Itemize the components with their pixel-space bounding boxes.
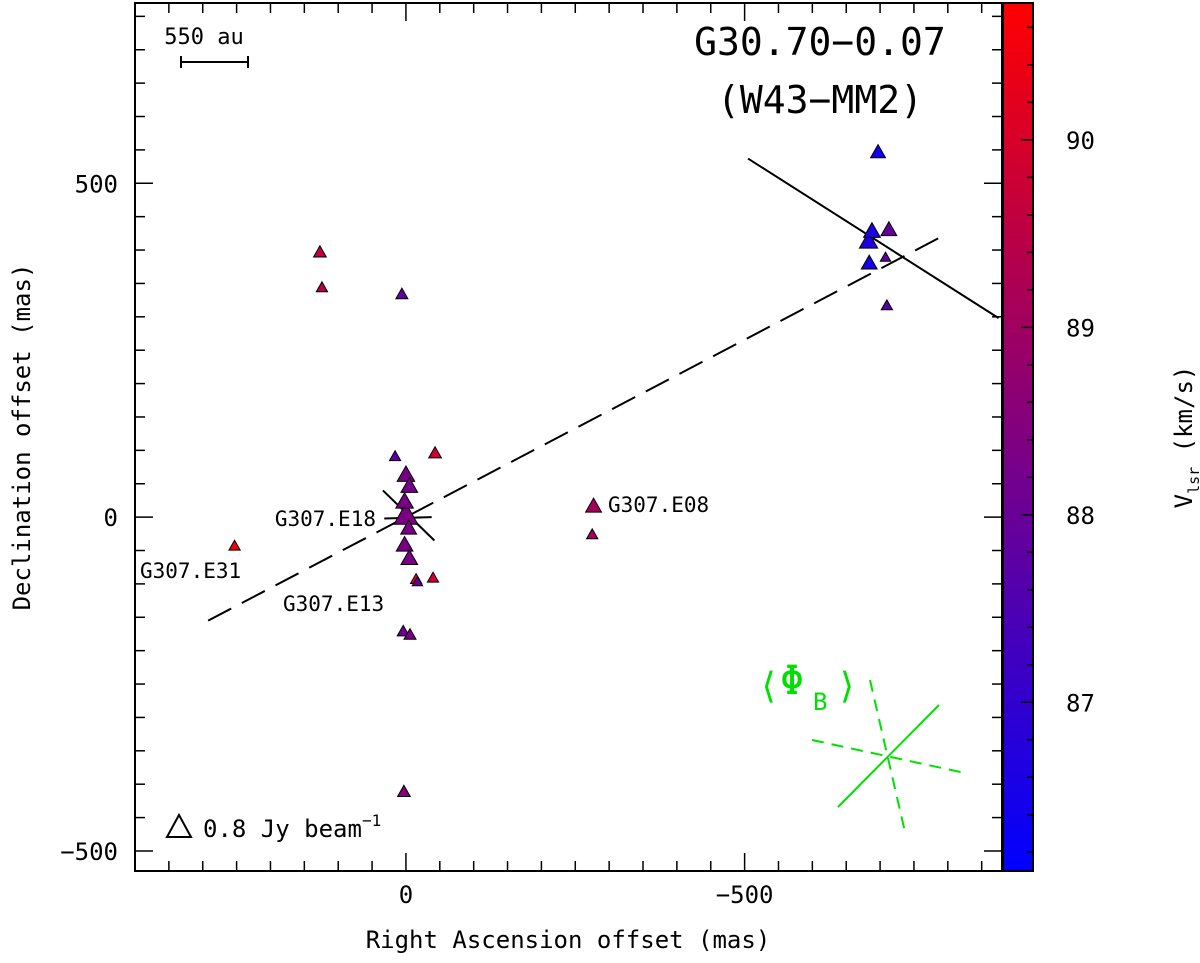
beam-sub-label: B [813, 688, 827, 716]
legend-triangle-icon [165, 812, 193, 838]
beam-dashed-line-1 [869, 679, 906, 833]
svg-text:⟩: ⟩ [836, 666, 858, 707]
data-point [400, 548, 419, 566]
colorbar-tick-label: 89 [1066, 314, 1095, 342]
data-point [880, 298, 894, 311]
y-tick-label: 0 [104, 504, 118, 532]
data-point [400, 476, 419, 493]
dashed-fit-line [207, 232, 949, 622]
beam-phi-label: Φ [780, 658, 804, 704]
legend-superscript: −1 [362, 811, 381, 830]
data-point [584, 497, 603, 513]
chart-title: G30.70−0.07 [694, 20, 946, 64]
x-tick-label: 0 [399, 881, 413, 909]
beam-orientation-icon: ⟨ Φ B ⟩ [758, 658, 966, 833]
data-point [395, 287, 409, 300]
scale-bar: 550 au [164, 25, 249, 68]
colorbar-label-unit: (km/s) [1170, 366, 1198, 467]
data-point [427, 445, 443, 459]
axis-ticks [135, 3, 1002, 871]
flux-legend: 0.8 Jy beam−1 [165, 811, 381, 843]
data-point [860, 254, 879, 270]
colorbar-tick-label: 87 [1066, 689, 1095, 717]
chart-subtitle: (W43−MM2) [717, 78, 923, 122]
colorbar-label: Vlsr (km/s) [1170, 366, 1200, 509]
annotation-e31: G307.E31 [140, 559, 241, 583]
colorbar-label-sub: lsr [1185, 467, 1200, 494]
data-point [399, 519, 418, 535]
data-point [411, 575, 424, 587]
data-point [879, 251, 892, 262]
data-point [315, 280, 329, 293]
data-point [396, 784, 412, 797]
data-point [403, 627, 417, 640]
colorbar-tick-label: 90 [1066, 127, 1095, 155]
data-point [396, 465, 416, 482]
data-point [869, 143, 887, 159]
data-point [585, 527, 599, 540]
y-tick-label: 500 [75, 170, 118, 198]
legend-label: 0.8 Jy beam [203, 815, 362, 843]
x-tick-label: −500 [716, 881, 774, 909]
annotation-e13: G307.E13 [283, 592, 384, 616]
y-tick-label: −500 [60, 838, 118, 866]
data-point [312, 244, 328, 258]
plot-frame [134, 2, 1003, 872]
colorbar-label-main: V [1170, 494, 1198, 508]
data-point [396, 624, 411, 637]
y-axis-label: Declination offset (mas) [8, 264, 36, 611]
svg-text:⟨: ⟨ [758, 666, 780, 707]
data-point [228, 539, 242, 551]
beam-solid-line [837, 704, 940, 808]
data-point [388, 449, 402, 462]
scale-bar-label: 550 au [164, 25, 243, 50]
beam-dashed-line-2 [811, 739, 966, 774]
data-point [858, 230, 879, 249]
tick-labels: 0 −500 500 0 −500 [60, 170, 773, 909]
data-point [862, 221, 882, 238]
data-point [394, 491, 415, 509]
colorbar [1002, 2, 1034, 872]
lines-layer [207, 157, 1000, 622]
data-point [880, 220, 898, 237]
annotation-e18: G307.E18 [275, 507, 376, 531]
svg-text:0.8 Jy beam−1: 0.8 Jy beam−1 [203, 811, 381, 843]
colorbar-ticks: 87 88 89 90 [1021, 26, 1095, 854]
points-layer [228, 143, 898, 797]
annotation-e08: G307.E08 [608, 493, 709, 517]
x-axis-label: Right Ascension offset (mas) [366, 926, 771, 954]
solid-axis-line-north [747, 157, 1000, 319]
annotations-layer: G307.E18 G307.E31 G307.E13 G307.E08 [140, 493, 709, 616]
data-point [426, 571, 440, 583]
data-point [395, 535, 414, 552]
colorbar-tick-label: 88 [1066, 502, 1095, 530]
